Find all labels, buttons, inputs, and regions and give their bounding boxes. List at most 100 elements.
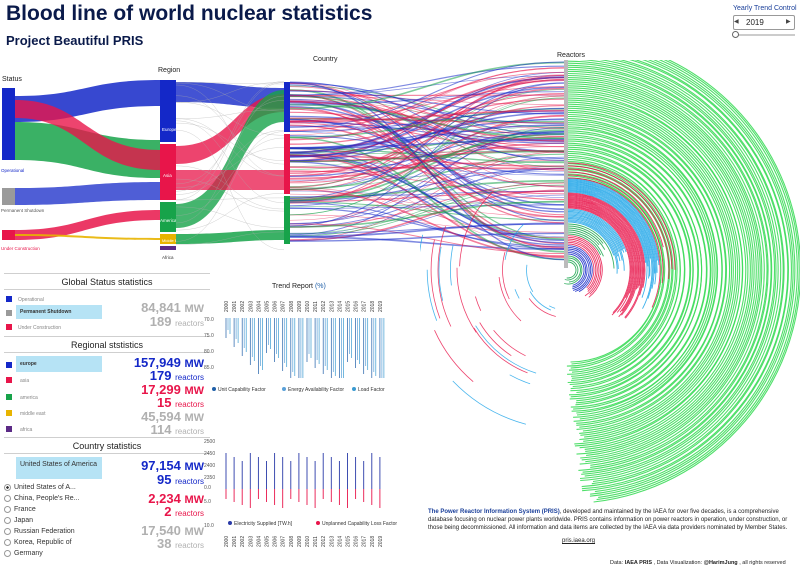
reactor-arc[interactable]: [475, 296, 482, 311]
reactor-arc[interactable]: [504, 223, 524, 260]
reactor-arc[interactable]: [567, 240, 598, 292]
reactor-arc[interactable]: [567, 194, 644, 319]
reactor-arc[interactable]: [567, 199, 639, 316]
reactor-arc[interactable]: [567, 178, 660, 266]
reactor-arc[interactable]: [567, 235, 603, 298]
reactor-arc[interactable]: [567, 190, 648, 298]
reactor-arc[interactable]: [567, 180, 658, 273]
reactor-arc[interactable]: [479, 322, 512, 357]
reactor-arc[interactable]: [567, 81, 757, 459]
reactor-arc[interactable]: [567, 171, 664, 248]
reactor-arc[interactable]: [567, 211, 625, 253]
region-node-america[interactable]: [160, 202, 176, 232]
reactor-arc[interactable]: [450, 245, 454, 286]
reactor-arc[interactable]: [437, 226, 452, 327]
reactor-arc[interactable]: [567, 111, 727, 428]
reactor-arc[interactable]: [567, 193, 645, 296]
reactor-arc[interactable]: [567, 134, 703, 406]
reactor-arc[interactable]: [567, 246, 592, 292]
status-node-shutdown[interactable]: [2, 188, 15, 205]
reactor-arc[interactable]: [502, 251, 510, 300]
region-me-item[interactable]: middle east: [20, 411, 46, 417]
link-america-country-2[interactable]: [176, 230, 284, 244]
region-america-item[interactable]: america: [20, 395, 38, 401]
reactor-arc[interactable]: [568, 60, 800, 503]
reactor-arc[interactable]: [567, 209, 625, 250]
reactor-arc[interactable]: [567, 183, 655, 289]
reactor-arc[interactable]: [567, 185, 653, 309]
reactor-arc[interactable]: [567, 206, 632, 316]
reactor-arc[interactable]: [567, 220, 618, 274]
country-radio-item[interactable]: Korea, Republic of: [4, 537, 104, 548]
reactor-arc[interactable]: [567, 74, 763, 465]
reactor-arc[interactable]: [567, 159, 678, 381]
reactor-arc[interactable]: [567, 229, 600, 246]
reactor-arc[interactable]: [567, 191, 647, 263]
pris-link[interactable]: pris.iaea.org: [562, 538, 596, 544]
year-slider-handle[interactable]: [732, 31, 739, 38]
reactor-arc[interactable]: [567, 214, 623, 261]
reactor-arc[interactable]: [568, 60, 779, 482]
reactor-arc[interactable]: [567, 113, 723, 426]
reactor-arc[interactable]: [568, 60, 792, 493]
reactor-arc[interactable]: [567, 130, 708, 410]
reactor-arc[interactable]: [526, 264, 534, 293]
radio-button[interactable]: [4, 517, 11, 524]
reactor-arc[interactable]: [566, 173, 665, 367]
reactor-arc[interactable]: [567, 146, 692, 394]
status-shutdown-highlight[interactable]: [16, 305, 102, 319]
reactor-arc[interactable]: [567, 140, 699, 400]
reactor-arc[interactable]: [475, 325, 537, 374]
reactor-arc[interactable]: [567, 162, 676, 270]
country-radio-item[interactable]: Russian Federation: [4, 526, 104, 537]
reactor-arc[interactable]: [568, 60, 789, 492]
reactor-arc[interactable]: [452, 380, 527, 425]
reactor-arc[interactable]: [567, 70, 768, 468]
region-asia-item[interactable]: asia: [20, 378, 30, 384]
reactor-arc[interactable]: [438, 246, 444, 301]
region-node-me[interactable]: [160, 234, 176, 244]
reactor-arc[interactable]: [568, 60, 796, 497]
reactor-arc[interactable]: [567, 83, 755, 456]
reactor-arc[interactable]: [567, 253, 585, 286]
region-node-africa[interactable]: [160, 246, 176, 250]
reactor-arc[interactable]: [567, 93, 744, 447]
reactor-arc[interactable]: [567, 204, 634, 313]
reactor-arc[interactable]: [567, 219, 619, 270]
reactor-arc[interactable]: [567, 245, 593, 293]
radio-button[interactable]: [4, 528, 11, 535]
reactor-arc[interactable]: [567, 231, 604, 257]
reactor-arc[interactable]: [567, 250, 588, 290]
reactor-arc[interactable]: [567, 243, 595, 289]
reactor-arc[interactable]: [514, 289, 520, 299]
link-uc-asia[interactable]: [15, 210, 160, 240]
reactor-arc[interactable]: [567, 257, 581, 283]
status-node-operational[interactable]: [2, 88, 15, 160]
reactor-arc[interactable]: [529, 291, 552, 311]
reactor-arc[interactable]: [567, 186, 651, 259]
reactor-arc[interactable]: [567, 163, 674, 377]
reactor-arc[interactable]: [567, 203, 635, 294]
reactor-arc[interactable]: [567, 72, 765, 466]
reactor-arc[interactable]: [567, 126, 711, 414]
reactor-arc[interactable]: [567, 148, 691, 392]
link-sd-europe[interactable]: [15, 182, 160, 205]
status-shutdown-item[interactable]: Permanent Shutdown: [20, 309, 72, 315]
reactor-arc[interactable]: [567, 236, 602, 295]
reactor-arc[interactable]: [567, 187, 651, 277]
region-node-asia[interactable]: [160, 144, 176, 200]
country-radio-item[interactable]: United States of A...: [4, 482, 104, 493]
reactor-arc[interactable]: [567, 196, 642, 286]
next-year-icon[interactable]: ▶: [786, 19, 791, 25]
link-op-asia[interactable]: [15, 100, 160, 170]
year-select[interactable]: 2019: [733, 15, 795, 30]
region-europe-highlight[interactable]: [16, 356, 102, 372]
radio-button[interactable]: [4, 539, 11, 546]
reactor-arc[interactable]: [567, 207, 631, 314]
reactor-arc[interactable]: [567, 124, 714, 416]
reactor-arc[interactable]: [567, 118, 719, 422]
reactor-arc[interactable]: [430, 239, 441, 319]
reactor-arc[interactable]: [568, 60, 785, 488]
status-node-construction[interactable]: [2, 230, 15, 240]
reactor-arc[interactable]: [567, 175, 662, 365]
